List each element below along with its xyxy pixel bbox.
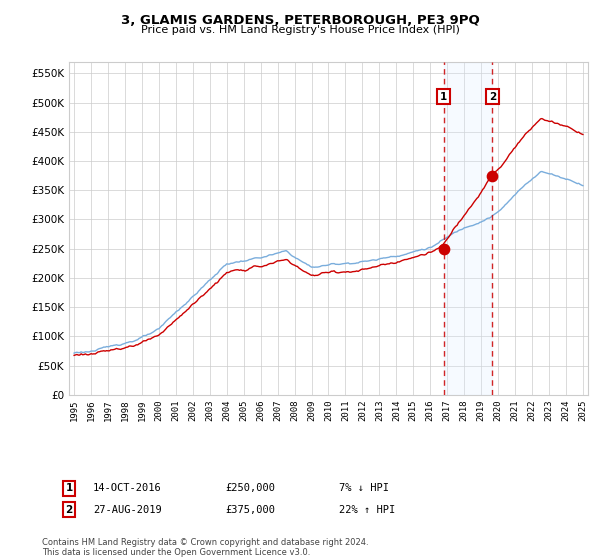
Point xyxy=(439,244,448,253)
Text: 7% ↓ HPI: 7% ↓ HPI xyxy=(339,483,389,493)
Bar xyxy=(443,62,493,395)
Text: 27-AUG-2019: 27-AUG-2019 xyxy=(93,505,162,515)
Text: 1: 1 xyxy=(440,92,447,101)
Text: £250,000: £250,000 xyxy=(225,483,275,493)
Point xyxy=(488,171,497,180)
Text: 22% ↑ HPI: 22% ↑ HPI xyxy=(339,505,395,515)
Text: 1: 1 xyxy=(65,483,73,493)
Text: 2: 2 xyxy=(65,505,73,515)
Text: 3, GLAMIS GARDENS, PETERBOROUGH, PE3 9PQ: 3, GLAMIS GARDENS, PETERBOROUGH, PE3 9PQ xyxy=(121,14,479,27)
Text: 14-OCT-2016: 14-OCT-2016 xyxy=(93,483,162,493)
Text: 2: 2 xyxy=(489,92,496,101)
Text: Contains HM Land Registry data © Crown copyright and database right 2024.
This d: Contains HM Land Registry data © Crown c… xyxy=(42,538,368,557)
Text: Price paid vs. HM Land Registry's House Price Index (HPI): Price paid vs. HM Land Registry's House … xyxy=(140,25,460,35)
Text: £375,000: £375,000 xyxy=(225,505,275,515)
